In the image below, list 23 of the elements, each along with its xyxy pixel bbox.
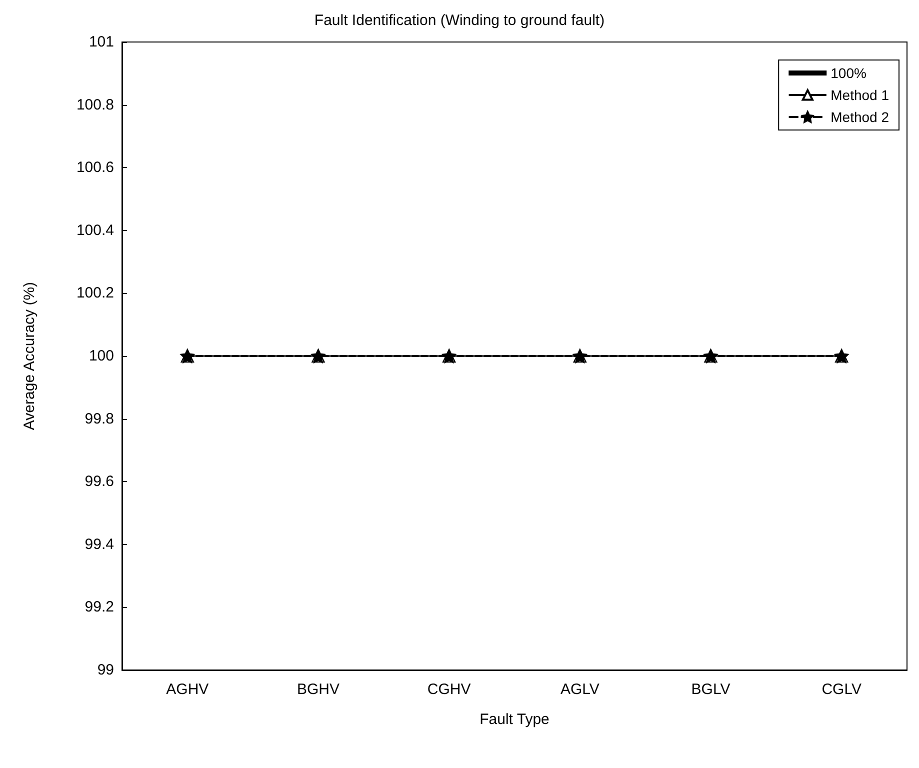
y-tick-label: 100 — [88, 348, 114, 364]
x-tick-label: BGLV — [691, 681, 730, 698]
x-axis-title: Fault Type — [480, 711, 550, 728]
y-tick-label: 100.6 — [76, 159, 114, 176]
y-tick-label: 101 — [88, 34, 114, 50]
legend-label: Method 1 — [830, 87, 890, 103]
y-tick-label: 99 — [97, 662, 114, 678]
x-tick-label: BGHV — [296, 681, 340, 698]
legend-label: Method 2 — [830, 109, 890, 125]
legend-label: 100% — [830, 65, 866, 81]
y-tick-label: 99.6 — [84, 473, 114, 490]
x-tick-label: CGHV — [427, 681, 471, 698]
y-tick-label: 99.2 — [84, 598, 114, 616]
y-tick-label: 100.2 — [76, 284, 114, 302]
x-tick-label: AGLV — [560, 681, 600, 698]
y-axis-title: Average Accuracy (%) — [21, 282, 38, 430]
y-tick-label: 99.4 — [84, 536, 114, 553]
y-tick-label: 100.8 — [76, 96, 114, 114]
y-tick-label: 99.8 — [84, 410, 114, 428]
y-tick-label: 100.4 — [76, 222, 114, 239]
x-tick-label: AGHV — [166, 681, 209, 698]
x-tick-label: CGLV — [822, 681, 862, 698]
chart-title: Fault Identification (Winding to ground fault) — [314, 12, 605, 29]
